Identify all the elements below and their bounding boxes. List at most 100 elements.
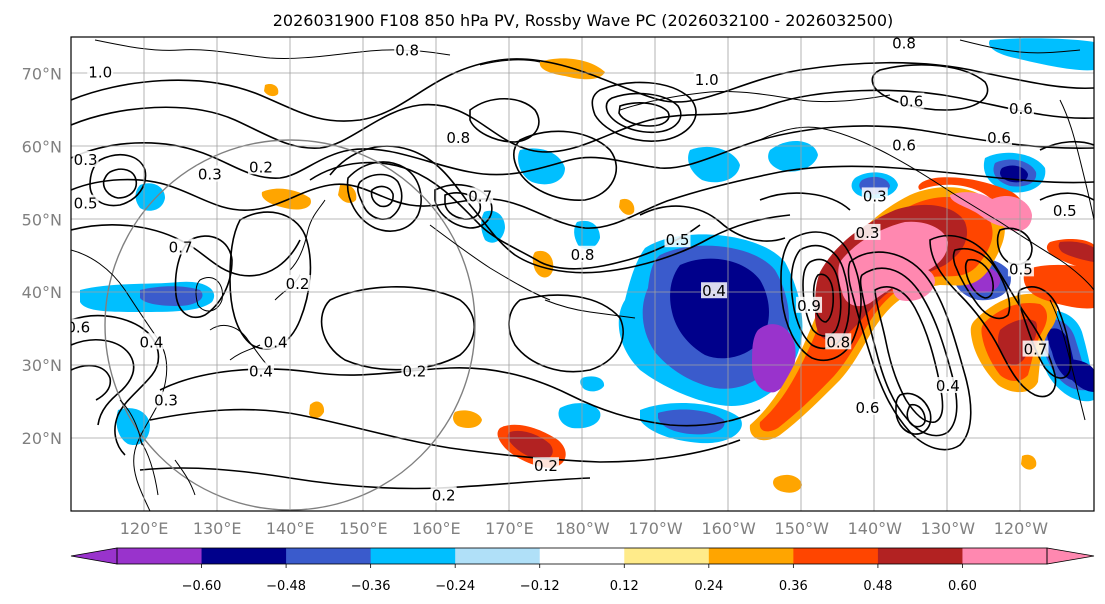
lon-tick-label: 150°E: [339, 519, 388, 538]
contour-label: 0.5: [1009, 260, 1033, 278]
contour-label-bg: [569, 245, 596, 262]
contour-label-bg: [401, 362, 428, 379]
contour-label: 0.5: [74, 195, 98, 213]
lat-tick-label: 40°N: [22, 283, 62, 302]
contour-label: 0.3: [198, 166, 222, 184]
contour-label-bg: [167, 238, 194, 255]
contour-label-bg: [1007, 99, 1034, 116]
contour-label-bg: [262, 333, 289, 350]
contour-label: 0.8: [395, 42, 419, 60]
contour-label-bg: [891, 136, 918, 153]
contour-label: 0.3: [154, 392, 178, 410]
contour-labels: 0.8 0.8 1.0 1.0 0.6 0.6 0.6 0.6 0.8 0.8 0.3 0.3 0.2 0…: [71, 34, 1078, 504]
contour-label-bg: [854, 223, 881, 240]
pv-positive-shading: [261, 58, 1094, 493]
contour-label: 1.0: [88, 63, 112, 81]
contour-label-bg: [138, 333, 165, 350]
contour-label-bg: [1022, 340, 1049, 357]
colorbar-segment: [201, 548, 287, 564]
contour-label: 0.3: [856, 224, 880, 242]
colorbar-segment: [286, 548, 372, 564]
contour-label: 0.6: [899, 93, 923, 111]
contour-label: 0.2: [403, 362, 427, 380]
contour-label-bg: [1007, 260, 1034, 277]
colorbar-tick-label: 0.48: [863, 579, 892, 594]
contour-label: 0.2: [286, 275, 310, 293]
lon-tick-label: 170°W: [628, 519, 683, 538]
colorbar-segment: [117, 548, 203, 564]
contour-label-bg: [664, 231, 691, 248]
contour-label-bg: [796, 296, 823, 313]
lon-tick-label: 120°E: [120, 519, 169, 538]
gridlines: [71, 37, 1094, 511]
colorbar-tick-label: −0.12: [520, 579, 560, 594]
contour-label: 0.7: [1024, 341, 1048, 359]
colorbar-extend-high: [1046, 547, 1095, 565]
map-title: 2026031900 F108 850 hPa PV, Rossby Wave …: [273, 11, 894, 30]
map-area: 0.8 0.8 1.0 1.0 0.6 0.6 0.6 0.6 0.8 0.8 0.3 0.3 0.2 0…: [71, 34, 1094, 511]
contour-label: 0.8: [892, 34, 916, 52]
contour-label-bg: [72, 150, 99, 167]
contour-label: 0.3: [863, 187, 887, 205]
contour-label-bg: [986, 129, 1013, 146]
colorbar-segment: [708, 548, 794, 564]
contour-label: 0.6: [892, 136, 916, 154]
lon-tick-label: 160°W: [701, 519, 756, 538]
contour-label-bg: [247, 158, 274, 175]
latitude-tick-labels: 20°N 30°N 40°N 50°N 60°N 70°N: [22, 64, 62, 448]
colorbar-extend-low: [70, 547, 118, 565]
map-frame: [70, 36, 1095, 512]
colorbar-tick-label: 0.36: [779, 579, 808, 594]
contour-label-bg: [196, 165, 223, 182]
contour-label-bg: [430, 486, 457, 503]
contour-label: 0.4: [264, 333, 288, 351]
contour-label-bg: [152, 391, 179, 408]
contour-label: 0.5: [1053, 202, 1077, 220]
colorbar-tick-label: 0.60: [948, 579, 977, 594]
colorbar-tick-label: 0.24: [694, 579, 723, 594]
contour-label-bg: [898, 92, 925, 109]
contour-label-bg: [394, 41, 421, 58]
contour-label: 0.6: [987, 129, 1011, 147]
contour-label-bg: [72, 194, 99, 211]
colorbar-frame: [116, 547, 1048, 565]
contour-label-bg: [71, 318, 92, 335]
contour-label: 0.2: [534, 457, 558, 475]
colorbar-tick-label: −0.24: [435, 579, 475, 594]
contour-label: 0.8: [446, 129, 470, 147]
contour-label-bg: [701, 282, 728, 299]
contour-label: 0.4: [139, 333, 163, 351]
contour-label-bg: [532, 457, 559, 474]
colorbar-segment: [962, 548, 1048, 564]
contour-label: 0.4: [936, 377, 960, 395]
contour-label-bg: [247, 362, 274, 379]
lat-tick-label: 70°N: [22, 64, 62, 83]
contour-label: 0.2: [249, 158, 273, 176]
lon-tick-label: 140°E: [266, 519, 315, 538]
lon-tick-label: 150°W: [775, 519, 830, 538]
contour-label-bg: [891, 37, 918, 51]
contour-label: 0.6: [856, 399, 880, 417]
lon-tick-label: 130°W: [921, 519, 976, 538]
contour-label-bg: [934, 377, 961, 394]
contour-label-bg: [87, 63, 114, 80]
contour-label: 1.0: [695, 71, 719, 89]
colorbar-tick-label: −0.36: [351, 579, 391, 594]
colorbar-tick-label: −0.48: [266, 579, 306, 594]
lon-tick-label: 160°E: [412, 519, 461, 538]
contour-label: 0.3: [74, 151, 98, 169]
contour-label-bg: [861, 187, 888, 204]
contour-label: 0.9: [797, 297, 821, 315]
contour-label: 0.8: [826, 333, 850, 351]
contour-label-bg: [445, 129, 472, 146]
colorbar-segment: [455, 548, 541, 564]
longitude-tick-labels: 120°E 130°E 140°E 150°E 160°E 170°E 180°W 170°W…: [120, 519, 1049, 538]
contour-label-bg: [1051, 202, 1078, 219]
colorbar-segment: [624, 548, 710, 564]
colorbar: −0.60 −0.48 −0.36 −0.24 −0.12 0.12 0.24 0.36 0.4…: [70, 547, 1095, 594]
colorbar-segment: [877, 548, 963, 564]
contour-label-bg: [284, 274, 311, 291]
contour-label: 0.4: [702, 282, 726, 300]
contour-label: 0.5: [666, 231, 690, 249]
